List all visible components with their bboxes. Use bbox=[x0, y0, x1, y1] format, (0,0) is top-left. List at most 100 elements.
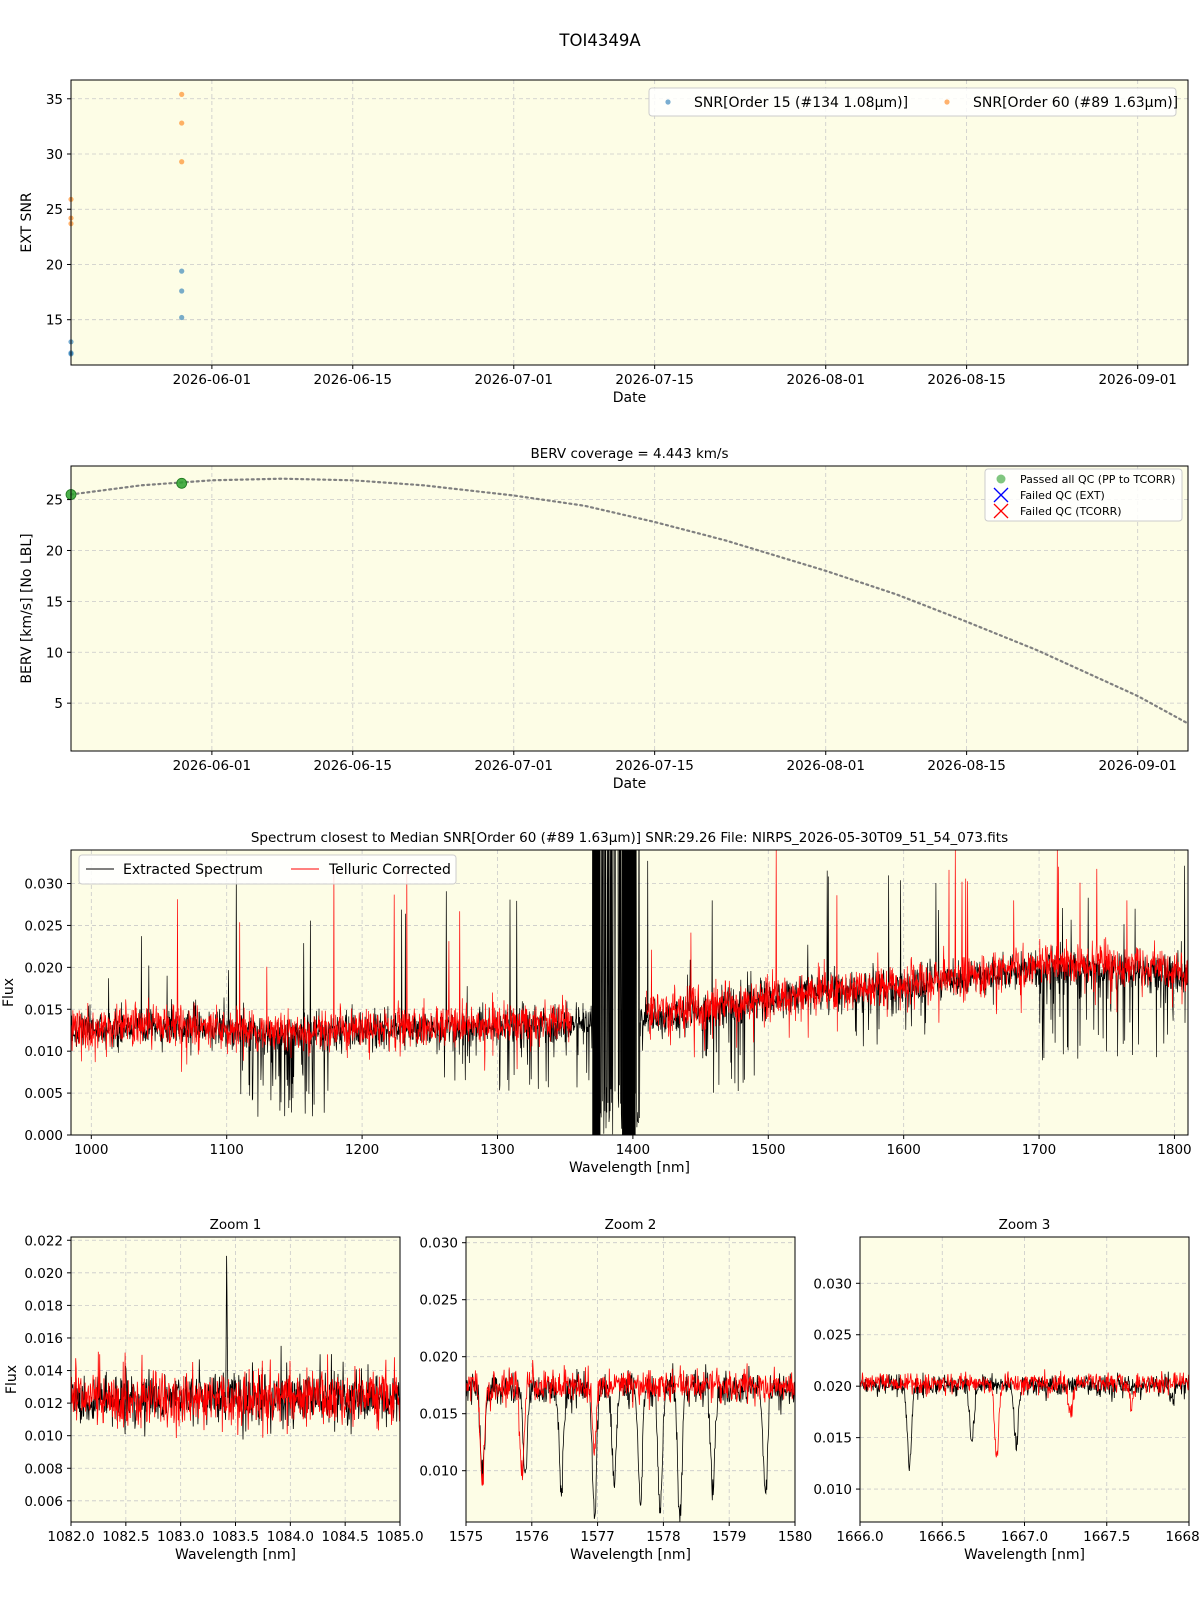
berv-xlabel: Date bbox=[613, 776, 646, 792]
z1-xtick-label-4: 1084.0 bbox=[267, 1529, 314, 1545]
z1-xtick-label-6: 1085.0 bbox=[376, 1529, 423, 1545]
zoom1-plot-area bbox=[71, 1255, 400, 1440]
snr-ytick-label-4: 35 bbox=[46, 92, 63, 108]
berv-legend-box bbox=[984, 468, 1183, 522]
spectrum-panel: 1000 1100 1200 1300 1400 1500 1600 1700 1800 0.00… bbox=[1, 830, 1192, 1176]
z3-lines bbox=[860, 1369, 1189, 1472]
z2-ytick-label-1: 0.015 bbox=[419, 1407, 458, 1423]
spec-xtick-label-5: 1500 bbox=[751, 1142, 785, 1158]
z3-ytick-label-4: 0.030 bbox=[813, 1276, 852, 1292]
z1-ytick-label-8: 0.022 bbox=[24, 1233, 63, 1249]
snr-panel: 2026-06-01 2026-06-15 2026-07-01 2026-07-15… bbox=[19, 79, 1189, 406]
snr-xtick-label-6: 2026-09-01 bbox=[1098, 372, 1176, 388]
berv-curve bbox=[69, 477, 1190, 725]
z1-ytick-label-1: 0.008 bbox=[24, 1461, 63, 1477]
snr-point-s0-3 bbox=[179, 268, 185, 274]
z3-xtick-label-3: 1667.5 bbox=[1083, 1529, 1130, 1545]
snr-xtick-label-1: 2026-06-15 bbox=[314, 372, 392, 388]
z1-xtick-label-0: 1082.0 bbox=[47, 1529, 94, 1545]
spec-ytick-label-2: 0.010 bbox=[24, 1044, 63, 1060]
legend-marker-failed-tcorr bbox=[993, 503, 1009, 519]
spec-ytick-label-6: 0.030 bbox=[24, 877, 63, 893]
spec-xtick-label-3: 1300 bbox=[480, 1142, 514, 1158]
snr-point-s0-4 bbox=[179, 288, 185, 294]
spec-xtick-label-7: 1700 bbox=[1022, 1142, 1056, 1158]
z3-xtick-label-4: 1668.0 bbox=[1165, 1529, 1200, 1545]
z2-xtick-label-2: 1577 bbox=[580, 1529, 614, 1545]
spectrum-lines bbox=[71, 850, 1188, 1135]
spec-ytick-label-0: 0.000 bbox=[24, 1128, 63, 1144]
zoom3-ticks: 1666.0 1666.5 1667.0 1667.5 1668.0 0.010 0.015… bbox=[813, 1276, 1200, 1545]
snr-axes-bg bbox=[71, 80, 1188, 365]
berv-ylabel: BERV [km/s] [No LBL] bbox=[19, 533, 35, 683]
z1-ytick-label-5: 0.016 bbox=[24, 1331, 63, 1347]
zoom2-plot-area bbox=[466, 1359, 795, 1522]
z1-xtick-label-5: 1084.5 bbox=[322, 1529, 369, 1545]
z1-ytick-label-4: 0.014 bbox=[24, 1364, 63, 1380]
spec-ytick-label-5: 0.025 bbox=[24, 918, 63, 934]
legend-marker-failed-ext bbox=[993, 487, 1009, 503]
spec-xtick-label-8: 1800 bbox=[1157, 1142, 1191, 1158]
snr-xtick-label-4: 2026-08-01 bbox=[786, 372, 864, 388]
spectrum-ticks: 1000 1100 1200 1300 1400 1500 1600 1700 1800 0.00… bbox=[24, 877, 1191, 1158]
spectrum-title: Spectrum closest to Median SNR[Order 60 … bbox=[251, 830, 1008, 846]
z3-ytick-label-3: 0.025 bbox=[813, 1328, 852, 1344]
z1-xtick-label-2: 1083.0 bbox=[157, 1529, 204, 1545]
z3-series-telluric bbox=[860, 1369, 1189, 1458]
legend-label-passed: Passed all QC (PP to TCORR) bbox=[1020, 473, 1175, 486]
legend-label-failed-tcorr: Failed QC (TCORR) bbox=[1020, 505, 1122, 518]
berv-plot-area bbox=[65, 477, 1190, 725]
legend-label-order60: SNR[Order 60 (#89 1.63μm)] bbox=[973, 95, 1178, 111]
snr-ylabel: EXT SNR bbox=[19, 192, 35, 253]
berv-xtick-label-3: 2026-07-15 bbox=[615, 758, 693, 774]
spec-xtick-label-6: 1600 bbox=[886, 1142, 920, 1158]
suptitle: TOI4349A bbox=[558, 31, 641, 50]
spectrum-xlabel: Wavelength [nm] bbox=[569, 1160, 690, 1176]
snr-ytick-label-2: 25 bbox=[46, 202, 63, 218]
z2-xtick-label-0: 1575 bbox=[449, 1529, 483, 1545]
zoom3-plot-area bbox=[860, 1369, 1189, 1472]
spectrum-ylabel: Flux bbox=[1, 978, 17, 1007]
legend-label-extracted: Extracted Spectrum bbox=[123, 862, 263, 878]
zoom2-title: Zoom 2 bbox=[605, 1217, 657, 1233]
berv-ytick-label-4: 25 bbox=[46, 493, 63, 509]
berv-ticks: 2026-06-01 2026-06-15 2026-07-01 2026-07-15… bbox=[46, 493, 1177, 774]
snr-ytick-label-1: 20 bbox=[46, 257, 63, 273]
snr-grid bbox=[71, 80, 1188, 365]
zoom1-ticks: 1082.0 1082.5 1083.0 1083.5 1084.0 1084.5 1085… bbox=[24, 1233, 423, 1545]
z2-xtick-label-1: 1576 bbox=[515, 1529, 549, 1545]
spectrum-legend: Extracted Spectrum Telluric Corrected bbox=[78, 854, 457, 885]
berv-ytick-label-1: 10 bbox=[46, 645, 63, 661]
snr-ytick-label-3: 30 bbox=[46, 147, 63, 163]
snr-point-s1-5 bbox=[179, 159, 185, 165]
berv-xtick-label-5: 2026-08-15 bbox=[927, 758, 1005, 774]
snr-point-s1-4 bbox=[179, 120, 185, 126]
snr-xlabel: Date bbox=[613, 390, 646, 406]
z1-ytick-label-0: 0.006 bbox=[24, 1494, 63, 1510]
berv-ytick-label-0: 5 bbox=[54, 696, 63, 712]
zoom2-axes-frame bbox=[465, 1236, 796, 1523]
legend-marker-order15 bbox=[665, 99, 671, 105]
z3-xtick-label-2: 1667.0 bbox=[1001, 1529, 1048, 1545]
z2-ytick-label-4: 0.030 bbox=[419, 1236, 458, 1252]
spec-xtick-label-4: 1400 bbox=[616, 1142, 650, 1158]
snr-point-s1-3 bbox=[179, 91, 185, 97]
snr-xtick-label-0: 2026-06-01 bbox=[173, 372, 251, 388]
berv-panel: 2026-06-01 2026-06-15 2026-07-01 2026-07-15… bbox=[19, 446, 1190, 792]
berv-axes-frame bbox=[70, 465, 1189, 752]
z1-series-telluric bbox=[71, 1351, 400, 1439]
spec-xtick-label-1: 1100 bbox=[210, 1142, 244, 1158]
zoom3-title: Zoom 3 bbox=[999, 1217, 1051, 1233]
legend-marker-passed bbox=[996, 474, 1006, 484]
snr-axes-frame bbox=[70, 79, 1189, 366]
z3-ytick-label-1: 0.015 bbox=[813, 1431, 852, 1447]
z2-ytick-label-0: 0.010 bbox=[419, 1464, 458, 1480]
snr-xtick-label-3: 2026-07-15 bbox=[615, 372, 693, 388]
z3-ytick-label-2: 0.020 bbox=[813, 1379, 852, 1395]
z1-ytick-label-6: 0.018 bbox=[24, 1298, 63, 1314]
z3-ytick-label-0: 0.010 bbox=[813, 1482, 852, 1498]
z1-lines bbox=[71, 1255, 400, 1440]
snr-xtick-label-2: 2026-07-01 bbox=[475, 372, 553, 388]
z2-lines bbox=[466, 1359, 795, 1522]
